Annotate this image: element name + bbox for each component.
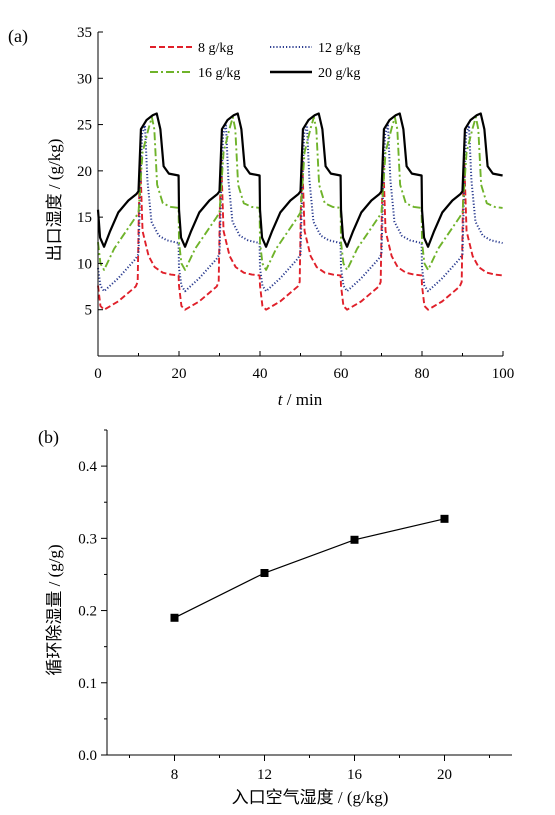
panel-b-y-tick-label: 0.0 <box>78 748 97 764</box>
panel-a-series-line-2 <box>97 124 503 293</box>
panel-a-series-line-4 <box>96 112 503 248</box>
panel-a-y-tick-label: 25 <box>77 118 92 134</box>
panel-a-x-tick-label: 60 <box>334 366 349 382</box>
panel-b-connecting-line <box>174 518 445 619</box>
panel-a-series-line-3 <box>97 116 503 271</box>
panel-b-label: (b) <box>38 427 59 448</box>
panel-b-y-tick-label: 0.1 <box>78 676 97 692</box>
panel-a-x-tick-label: 0 <box>94 366 102 382</box>
panel-a-x-ticks: 0 20 40 60 80 100 <box>94 351 514 382</box>
panel-a-legend-label-4: 20 g/kg <box>318 66 360 81</box>
panel-b-x-ticks: 8 12 16 20 <box>129 755 490 783</box>
panel-b-data-point-1 <box>170 613 179 622</box>
panel-a-y-tick-label: 20 <box>77 164 92 180</box>
panel-a-legend: 8 g/kg 12 g/kg 16 g/kg 20 g/kg <box>150 41 360 81</box>
panel-b-scatter-chart: (b) 8 12 16 20 0.0 0.1 0.2 0.3 0.4 入口空气湿度 / (g/… <box>38 427 512 807</box>
panel-b-x-tick-label: 16 <box>347 767 363 783</box>
panel-a-y-ticks: 5 10 15 20 25 30 35 <box>77 25 103 319</box>
panel-b-data-point-2 <box>260 569 269 577</box>
panel-a-x-tick-label: 80 <box>415 366 430 382</box>
panel-a-y-axis-title: 出口湿度 / (g/kg) <box>45 139 64 262</box>
panel-a-y-tick-label: 15 <box>77 210 92 226</box>
panel-b-x-axis-title: 入口空气湿度 / (g/kg) <box>232 788 389 807</box>
panel-b-y-tick-label: 0.3 <box>78 531 97 547</box>
panel-a-x-tick-label: 100 <box>492 366 515 382</box>
panel-b-data-point-3 <box>350 535 359 544</box>
panel-a-label: (a) <box>8 26 28 47</box>
panel-a-x-axis-title: t / min <box>278 390 323 409</box>
panel-a-line-chart: (a) 0 20 40 60 80 100 5 10 15 20 25 30 35 t / min 出… <box>8 25 514 409</box>
panel-b-y-tick-label: 0.4 <box>78 459 97 475</box>
panel-a-x-tick-label: 20 <box>172 366 187 382</box>
panel-a-y-tick-label: 30 <box>77 71 92 87</box>
panel-b-y-tick-label: 0.2 <box>78 604 97 620</box>
panel-b-data-group <box>170 514 449 622</box>
panel-a-x-axis-variable: t <box>278 390 284 409</box>
panel-a-legend-label-1: 8 g/kg <box>198 41 233 56</box>
panel-a-legend-label-3: 16 g/kg <box>198 66 240 81</box>
panel-a-y-tick-label: 35 <box>77 25 92 41</box>
panel-a-y-tick-label: 5 <box>85 303 93 319</box>
panel-b-x-tick-label: 12 <box>257 767 272 783</box>
panel-b-data-point-4 <box>440 514 449 523</box>
panel-b-x-tick-label: 20 <box>437 767 452 783</box>
panel-b-y-ticks: 0.0 0.1 0.2 0.3 0.4 <box>78 429 107 764</box>
panel-a-y-tick-label: 10 <box>77 256 92 272</box>
panel-b-x-tick-label: 8 <box>171 767 179 783</box>
panel-a-series-group <box>96 112 503 311</box>
panel-a-x-tick-label: 40 <box>253 366 268 382</box>
panel-b-y-axis-title: 循环除湿量 / (g/g) <box>45 544 64 675</box>
panel-a-legend-label-2: 12 g/kg <box>318 41 360 56</box>
panel-a-x-axis-unit: / min <box>283 390 323 409</box>
